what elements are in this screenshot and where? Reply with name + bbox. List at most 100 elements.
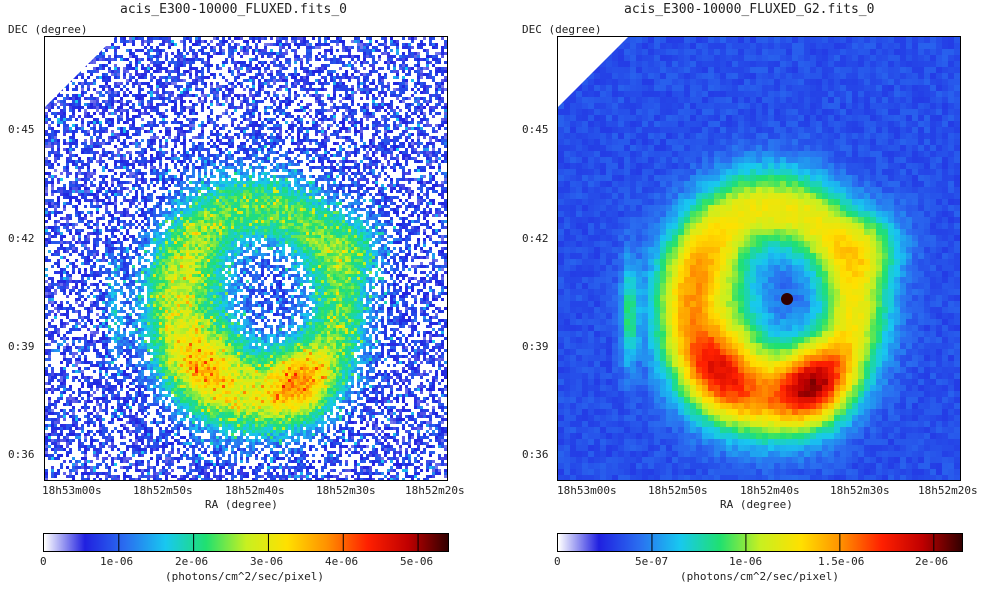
image-pixel [351,58,354,61]
image-pixel [93,178,96,181]
image-pixel [279,109,282,112]
image-pixel [192,154,195,157]
image-pixel [195,52,198,55]
image-pixel [384,46,387,49]
image-pixel [231,55,234,58]
image-pixel [75,214,78,217]
image-pixel [300,58,303,61]
image-pixel [168,43,171,46]
image-pixel [402,55,405,58]
image-pixel [327,118,330,121]
image-pixel [48,199,51,202]
image-pixel [336,142,339,145]
image-pixel [288,175,291,178]
image-pixel [357,187,360,190]
image-pixel [273,205,276,208]
image-pixel [372,88,375,91]
image-pixel [282,211,285,214]
image-pixel [378,55,381,58]
image-pixel [387,64,390,67]
image-pixel [114,163,117,166]
image-pixel [99,124,102,127]
image-pixel [78,103,81,106]
image-pixel [213,88,216,91]
image-pixel [372,202,375,205]
image-pixel [390,148,393,151]
image-pixel [216,220,219,223]
image-pixel [222,37,225,40]
image-pixel [162,121,165,124]
image-pixel [144,70,147,73]
image-pixel [201,124,204,127]
image-pixel [159,61,162,64]
image-pixel [234,172,237,175]
image-pixel [201,76,204,79]
image-pixel [138,145,141,148]
image-pixel [165,37,168,40]
image-pixel [327,202,330,205]
image-pixel [144,157,147,160]
image-pixel [435,208,438,211]
image-pixel [264,133,267,136]
image-pixel [282,37,285,40]
image-pixel [357,58,360,61]
image-pixel [81,148,84,151]
image-pixel [360,193,363,196]
image-pixel [150,130,153,133]
image-pixel [174,157,177,160]
image-pixel [240,190,243,193]
image-pixel [384,76,387,79]
image-pixel [372,61,375,64]
image-pixel [207,70,210,73]
image-pixel [258,157,261,160]
image-pixel [414,58,417,61]
image-pixel [66,151,69,154]
image-pixel [300,148,303,151]
image-pixel [357,46,360,49]
image-pixel [108,97,111,100]
image-pixel [72,136,75,139]
image-pixel [108,199,111,202]
image-pixel [168,190,171,193]
image-pixel [300,76,303,79]
image-pixel [102,193,105,196]
image-pixel [300,142,303,145]
image-pixel [153,124,156,127]
image-pixel [438,61,441,64]
image-pixel [279,43,282,46]
image-pixel [276,115,279,118]
image-pixel [354,61,357,64]
image-pixel [105,118,108,121]
image-pixel [249,202,252,205]
image-pixel [234,205,237,208]
image-pixel [396,115,399,118]
image-pixel [249,214,252,217]
image-pixel [309,160,312,163]
image-pixel [384,220,387,223]
image-pixel [312,37,315,40]
image-pixel [339,130,342,133]
image-pixel [414,70,417,73]
image-pixel [183,79,186,82]
image-pixel [399,142,402,145]
image-pixel [324,82,327,85]
image-pixel [90,160,93,163]
image-pixel [180,181,183,184]
image-pixel [420,118,423,121]
image-pixel [219,85,222,88]
image-pixel [162,124,165,127]
image-pixel [267,181,270,184]
image-pixel [105,154,108,157]
image-pixel [315,166,318,169]
image-pixel [48,106,51,109]
image-pixel [141,172,144,175]
image-pixel [297,142,300,145]
image-pixel [156,181,159,184]
image-pixel [246,211,249,214]
image-pixel [429,175,432,178]
raw-flux-image[interactable] [44,36,448,481]
image-pixel [114,178,117,181]
image-pixel [297,46,300,49]
image-pixel [159,172,162,175]
image-pixel [219,190,222,193]
